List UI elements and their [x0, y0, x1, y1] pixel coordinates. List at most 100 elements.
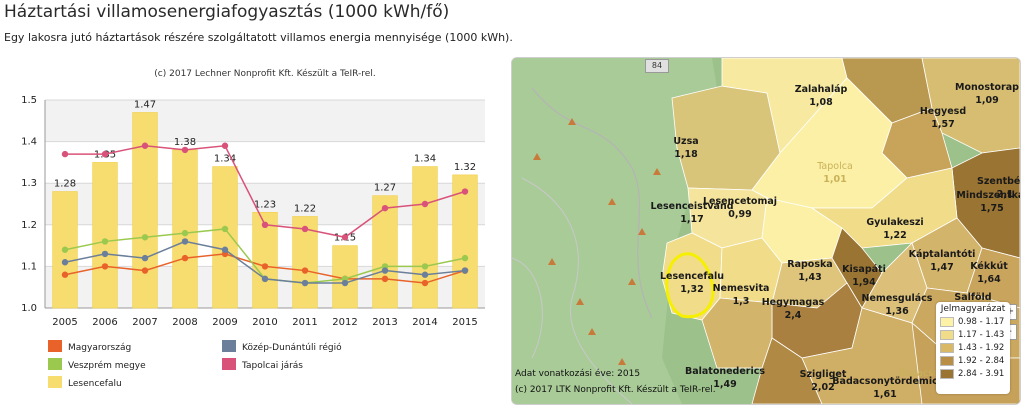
map-place-mindszentkálla[interactable]: Mindszentkál 1,75: [956, 189, 1021, 215]
y-tick-label: 1.5: [21, 95, 37, 106]
map-place-name: Uzsa: [673, 136, 699, 147]
legend-color-swatch: [940, 355, 954, 366]
map-place-kékkút[interactable]: Kékkút 1,64: [970, 260, 1008, 286]
map-place-zalahaláp[interactable]: Zalahaláp 1,08: [795, 83, 848, 109]
legend-color-swatch: [940, 368, 954, 379]
series-point: [101, 250, 109, 258]
map-canvas[interactable]: [512, 58, 1020, 404]
bar-value-label: 1.28: [54, 179, 76, 190]
series-point: [181, 229, 189, 237]
series-point: [301, 267, 309, 274]
road-number-badge: 84: [645, 59, 669, 73]
grid-band: [45, 100, 485, 142]
series-point: [261, 263, 269, 270]
legend-label: Veszprém megye: [68, 360, 146, 371]
map-place-value: 1,36: [885, 306, 909, 317]
map-place-name: Lesencefalu: [660, 271, 724, 282]
map-place-value: 1,18: [674, 149, 698, 160]
legend-swatch: [48, 358, 62, 370]
map-place-value: 1,61: [873, 389, 897, 400]
map-place-tapolca[interactable]: Tapolca 1,01: [817, 160, 853, 186]
map-place-name: Salföld: [954, 292, 992, 303]
choropleth-map[interactable]: 84 + - Zalahaláp1,08Monostorap1,09Hegyes…: [511, 57, 1021, 405]
map-place-kisapáti[interactable]: Kisapáti 1,94: [842, 263, 886, 289]
map-place-hegyesd[interactable]: Hegyesd 1,57: [920, 105, 966, 131]
x-tick-label: 2015: [452, 317, 477, 328]
map-place-name: Badacson: [898, 368, 946, 379]
legend-swatch: [48, 376, 62, 388]
map-data-year: Adat vonatkozási éve: 2015: [515, 369, 641, 379]
y-tick-label: 1.2: [21, 220, 37, 231]
bar-2008: [172, 149, 198, 309]
y-tick-label: 1.0: [21, 303, 37, 314]
map-place-hegymagas[interactable]: Hegymagas 2,4: [762, 296, 825, 322]
map-place-szigliget[interactable]: Szigliget 2,02: [800, 368, 847, 394]
series-point: [421, 271, 429, 278]
series-point: [381, 275, 389, 283]
map-place-monostorapáti[interactable]: Monostorap 1,09: [955, 81, 1019, 107]
legend-range-label: 0.98 - 1.17: [958, 316, 1005, 327]
map-place-nemesvita[interactable]: Nemesvita 1,3: [713, 282, 770, 308]
x-tick-label: 2013: [372, 317, 397, 328]
map-place-name: Hegyesd: [919, 106, 967, 117]
map-legend: Jelmagyarázat 0.98 - 1.17 1.17 - 1.43 1.43…: [936, 302, 1010, 394]
map-place-badacsony[interactable]: Badacson: [899, 367, 945, 380]
legend-label: Közép-Dunántúli régió: [242, 342, 342, 353]
bar-2013: [372, 195, 398, 309]
x-tick-label: 2009: [212, 317, 237, 328]
map-place-salföld[interactable]: Salföld: [954, 291, 991, 304]
map-place-value: 1,32: [680, 284, 704, 295]
y-tick-label: 1.4: [21, 137, 37, 148]
map-place-lesencefalu[interactable]: Lesencefalu 1,32: [660, 270, 724, 296]
bar-2009: [212, 166, 238, 309]
series-point: [421, 200, 429, 208]
legend-range-label: 1.43 - 1.92: [958, 342, 1005, 353]
map-place-lesenceistvánd[interactable]: Lesenceistvánd 1,17: [650, 200, 733, 226]
x-tick-label: 2011: [292, 317, 317, 328]
map-place-value: 2,4: [784, 310, 802, 321]
map-place-name: Szentbékk: [977, 176, 1021, 187]
series-point: [221, 246, 229, 253]
map-place-gyulakeszi[interactable]: Gyulakeszi 1,22: [866, 216, 923, 242]
bar-2007: [132, 112, 158, 309]
map-place-name: Monostorap: [955, 82, 1019, 93]
map-legend-title: Jelmagyarázat: [940, 304, 1006, 314]
x-tick-label: 2014: [412, 317, 437, 328]
legend-color-swatch: [940, 329, 954, 340]
bar-value-label: 1.22: [294, 203, 316, 214]
bar-value-label: 1.23: [254, 199, 276, 210]
map-legend-item: 2.84 - 3.91: [936, 367, 1010, 380]
map-place-value: 1,57: [931, 119, 955, 130]
map-place-name: Raposka: [787, 259, 833, 270]
map-place-name: Gyulakeszi: [866, 217, 924, 228]
series-point: [301, 225, 309, 233]
map-place-uzsa[interactable]: Uzsa 1,18: [673, 135, 698, 161]
y-tick-label: 1.1: [21, 261, 37, 272]
map-place-káptalantóti[interactable]: Káptalantóti 1,47: [909, 248, 976, 274]
map-legend-item: 1.17 - 1.43: [936, 328, 1010, 341]
map-place-value: 2,1: [996, 189, 1014, 200]
map-place-name: Mindszentkál: [956, 190, 1021, 201]
bar-value-label: 1.34: [214, 154, 236, 165]
map-place-name: Hegymagas: [761, 297, 825, 308]
map-place-balatonederics[interactable]: Balatonederics 1,49: [685, 365, 765, 391]
time-series-chart: (c) 2017 Lechner Nonprofit Kft. Készült …: [21, 68, 485, 389]
map-place-lesencetomaj[interactable]: Lesencetomaj 0,99: [703, 195, 777, 221]
map-place-badacsonytördemic[interactable]: Badacsonytördemic 1,61: [832, 375, 937, 401]
legend-swatch: [222, 340, 236, 352]
map-place-raposka[interactable]: Raposka 1,43: [787, 258, 832, 284]
series-point: [101, 263, 109, 270]
bar-2010: [252, 212, 278, 309]
map-place-name: Zalahaláp: [794, 84, 848, 95]
bar-value-label: 1.32: [454, 162, 476, 173]
series-point: [101, 238, 109, 245]
map-place-name: Kékkút: [970, 261, 1008, 272]
series-point: [141, 142, 149, 149]
map-legend-item: 1.92 - 2.84: [936, 354, 1010, 367]
series-point: [461, 267, 469, 274]
map-place-value: 1,49: [713, 379, 737, 390]
map-place-nemesgulács[interactable]: Nemesgulács 1,36: [862, 292, 933, 318]
series-point: [221, 225, 229, 233]
map-place-szentbékkálla[interactable]: Szentbékk 2,1: [977, 175, 1021, 201]
map-place-name: Kisapáti: [842, 264, 886, 275]
